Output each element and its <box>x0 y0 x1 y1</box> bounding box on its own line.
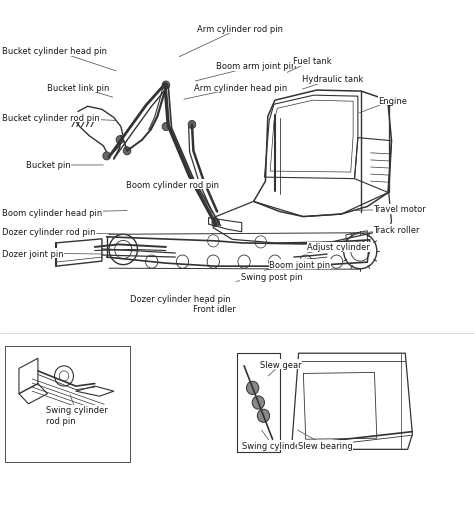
Circle shape <box>103 153 110 161</box>
Circle shape <box>123 147 131 156</box>
Circle shape <box>212 219 219 227</box>
Text: Dozer joint pin: Dozer joint pin <box>2 249 103 258</box>
Text: Arm cylinder rod pin: Arm cylinder rod pin <box>179 25 283 58</box>
Text: Swing cylinder
rod pin: Swing cylinder rod pin <box>46 395 108 425</box>
Text: Front idler: Front idler <box>193 303 236 314</box>
Text: Bucket cylinder head pin: Bucket cylinder head pin <box>2 47 116 72</box>
Text: Adjust cylinder: Adjust cylinder <box>307 243 370 254</box>
Text: Boom arm joint pin: Boom arm joint pin <box>195 62 296 82</box>
Text: Bucket link pin: Bucket link pin <box>47 83 113 98</box>
Circle shape <box>246 382 259 395</box>
Circle shape <box>162 82 170 90</box>
Text: Dozer cylinder head pin: Dozer cylinder head pin <box>130 294 231 304</box>
Text: Slew gear: Slew gear <box>260 360 301 376</box>
Text: Slew bearing: Slew bearing <box>298 430 353 450</box>
Text: Swing post pin: Swing post pin <box>236 272 302 282</box>
Text: Dozer cylinder rod pin: Dozer cylinder rod pin <box>2 228 127 237</box>
Text: Hydraulic tank: Hydraulic tank <box>302 75 364 90</box>
Text: Arm cylinder head pin: Arm cylinder head pin <box>184 83 288 100</box>
Text: Track roller: Track roller <box>350 225 420 235</box>
Circle shape <box>252 396 264 410</box>
Circle shape <box>162 123 170 131</box>
Text: Swing cylinder: Swing cylinder <box>242 430 303 450</box>
Text: Engine: Engine <box>359 96 407 114</box>
Circle shape <box>188 121 196 129</box>
Circle shape <box>116 136 124 144</box>
Text: Boom joint pin: Boom joint pin <box>264 260 330 271</box>
Text: Boom cylinder head pin: Boom cylinder head pin <box>2 209 127 218</box>
Text: Travel motor: Travel motor <box>355 205 426 214</box>
Text: Bucket cylinder rod pin: Bucket cylinder rod pin <box>2 114 116 123</box>
Text: Fuel tank: Fuel tank <box>287 57 331 73</box>
Text: Boom cylinder rod pin: Boom cylinder rod pin <box>126 180 219 189</box>
Circle shape <box>257 410 270 423</box>
Text: Bucket pin: Bucket pin <box>26 161 103 170</box>
